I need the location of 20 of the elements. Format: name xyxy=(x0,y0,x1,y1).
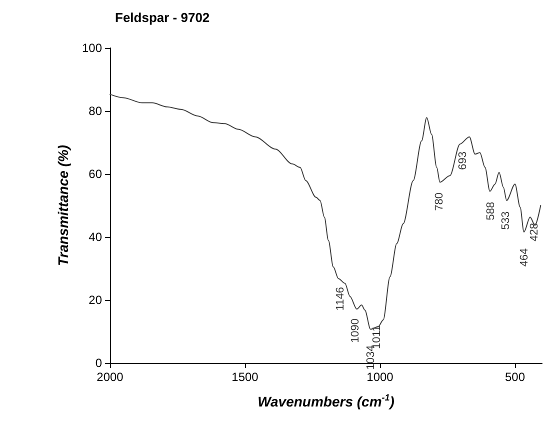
y-tick-label: 0 xyxy=(95,356,102,370)
x-tick-label: 500 xyxy=(504,370,526,384)
y-tick-label: 80 xyxy=(88,104,102,118)
chart-title: Feldspar - 9702 xyxy=(115,10,210,25)
annotation: 533 xyxy=(500,211,512,230)
annotation: 1090 xyxy=(350,318,362,343)
annotation: 780 xyxy=(433,192,446,211)
annotation: 464 xyxy=(518,248,531,267)
y-axis-title: Transmittance (%) xyxy=(55,144,71,266)
y-tick-label: 20 xyxy=(88,293,102,307)
y-tick-label: 60 xyxy=(88,167,102,181)
annotation: 588 xyxy=(485,202,498,220)
x-tick-label: 2000 xyxy=(96,370,124,384)
annotation: 428 xyxy=(528,222,540,242)
annotation: 1146 xyxy=(334,286,347,311)
x-tick-label: 1000 xyxy=(366,370,394,384)
y-tick-label: 40 xyxy=(88,230,102,244)
y-tick-label: 100 xyxy=(82,41,102,55)
annotation: 693 xyxy=(456,152,469,170)
x-tick-label: 1500 xyxy=(232,370,259,384)
